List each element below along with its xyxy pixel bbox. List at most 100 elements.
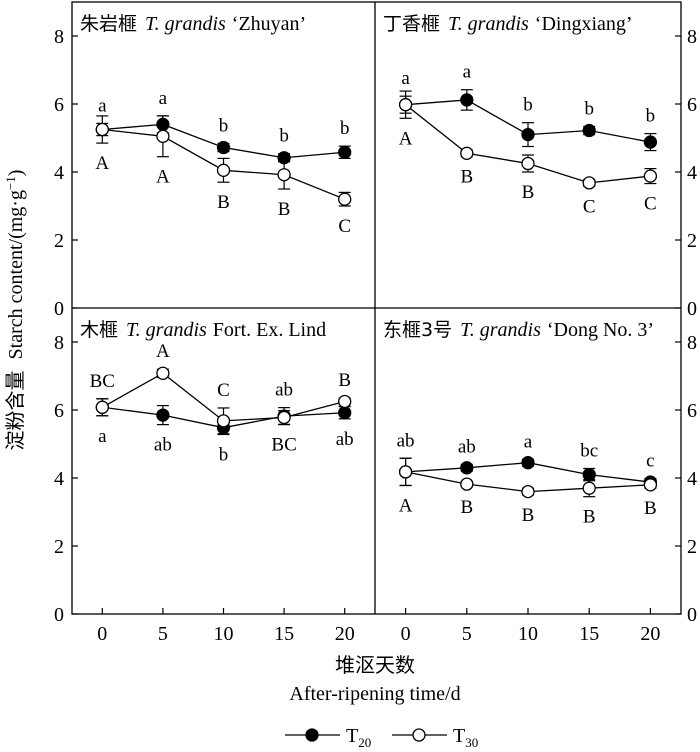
y-tick-label: 6 [687,94,697,116]
panel-title: 木榧 T. grandis Fort. Ex. Lind [80,319,326,341]
x-tick-label: 20 [335,623,355,645]
panel-title: 东榧3号 T. grandis ‘Dong No. 3’ [383,319,654,341]
panel-title-species: T. grandis [145,13,226,35]
panel-1: 0 2 4 6 8 朱岩榧 T. grandis ‘Zhuyan’ a a b b b A A B B C [54,13,352,320]
legend-marker-t20 [305,728,319,742]
significance-letter: ab [275,380,293,401]
y-tick-label: 2 [54,230,64,252]
data-point-t30 [277,410,291,425]
y-tick-label: 2 [54,536,64,558]
panel-title-cultivar: Fort. Ex. Lind [213,319,326,341]
data-point-t30 [582,176,596,190]
data-point-t30 [338,394,352,409]
legend: T20 T30 [285,725,478,750]
series-t30: A A B B C [95,115,352,237]
data-point-t30 [95,400,109,414]
significance-letter: b [523,95,533,116]
legend-marker-t30 [412,728,426,742]
legend-label-t30: T30 [453,725,478,750]
y-axis-label: 淀粉含量 Starch content/(mg·g−1) [3,170,28,451]
data-point-t20 [521,127,535,142]
significance-letter: a [98,95,107,116]
significance-letter: b [646,106,656,127]
significance-letter: A [156,341,170,362]
panel-title-cn: 木榧 [80,319,118,341]
x-tick-label: 15 [274,623,294,645]
series-t30: BC A C BC B [90,341,352,455]
x-tick-label: 0 [97,623,107,645]
data-point-t30 [398,98,413,112]
x-tick-label: 10 [214,623,234,645]
significance-letter: A [399,128,413,149]
significance-letter: b [340,118,350,139]
y-tick-label: 4 [687,162,697,184]
panel-title-cultivar: ‘Zhuyan’ [232,13,306,35]
data-point-t20 [460,93,474,107]
series-t20: ab ab a bc c [397,430,658,489]
x-tick-label: 15 [579,623,599,645]
significance-letter: B [522,505,535,526]
x-axis-label-cn: 堆沤天数 [335,654,415,677]
panel-2: 0 2 4 6 8 丁香榧 T. grandis ‘Dingxiang’ a a b b b A B B C C [383,13,697,320]
x-tick-label: 5 [462,623,472,645]
panel-title-cn: 朱岩榧 [80,13,137,35]
data-point-t30 [156,366,170,380]
y-tick-label: 8 [687,26,697,48]
significance-letter: bc [580,440,598,461]
y-tick-label: 0 [54,298,64,320]
significance-letter: a [401,68,410,89]
panel-title-species: T. grandis [448,13,529,35]
significance-letter: B [460,497,473,518]
significance-letter: B [583,507,596,528]
data-point-t20 [216,140,231,155]
data-point-t30 [95,122,109,137]
significance-letter: b [279,126,289,147]
data-point-t30 [216,163,231,177]
data-point-t30 [460,146,474,160]
data-point-t30 [521,484,535,499]
significance-letter: ab [154,435,172,456]
data-point-t30 [460,477,474,491]
panel-title-cultivar: ‘Dingxiang’ [535,13,633,35]
y-tick-label: 4 [54,162,64,184]
data-point-t30 [156,129,170,143]
data-point-t20 [643,135,658,149]
y-tick-label: 0 [687,298,697,320]
data-point-t20 [338,406,352,420]
data-point-t20 [521,456,535,470]
panel-title: 丁香榧 T. grandis ‘Dingxiang’ [383,13,633,35]
y-tick-label: 2 [687,536,697,558]
y-axis-label-cn: 淀粉含量 [3,370,27,450]
panel-title-species: T. grandis [126,319,207,341]
x-tick-label: 20 [640,623,660,645]
panel-title-cn: 丁香榧 [383,13,440,35]
significance-letter: C [644,194,657,215]
y-tick-label: 8 [687,332,697,354]
data-point-t20 [582,123,596,138]
significance-letter: ab [458,436,476,457]
significance-letter: b [584,98,594,119]
significance-letter: a [159,88,168,109]
data-point-t30 [216,414,231,428]
significance-letter: a [463,62,472,83]
y-tick-label: 0 [687,604,697,626]
significance-letter: a [524,431,533,452]
y-tick-label: 6 [687,400,697,422]
significance-letter: B [278,199,291,220]
y-tick-label: 6 [54,94,64,116]
significance-letter: BC [90,371,115,392]
x-tick-label: 10 [518,623,538,645]
significance-letter: C [338,216,351,237]
significance-letter: A [399,495,413,516]
series-t20: a a b b b [398,62,658,152]
significance-letter: ab [397,430,415,451]
significance-letter: B [217,192,230,213]
significance-letter: c [646,451,654,472]
significance-letter: C [217,380,230,401]
y-axis-label-sup: −1 [3,176,18,190]
data-point-t20 [338,145,352,159]
significance-letter: B [644,498,657,519]
